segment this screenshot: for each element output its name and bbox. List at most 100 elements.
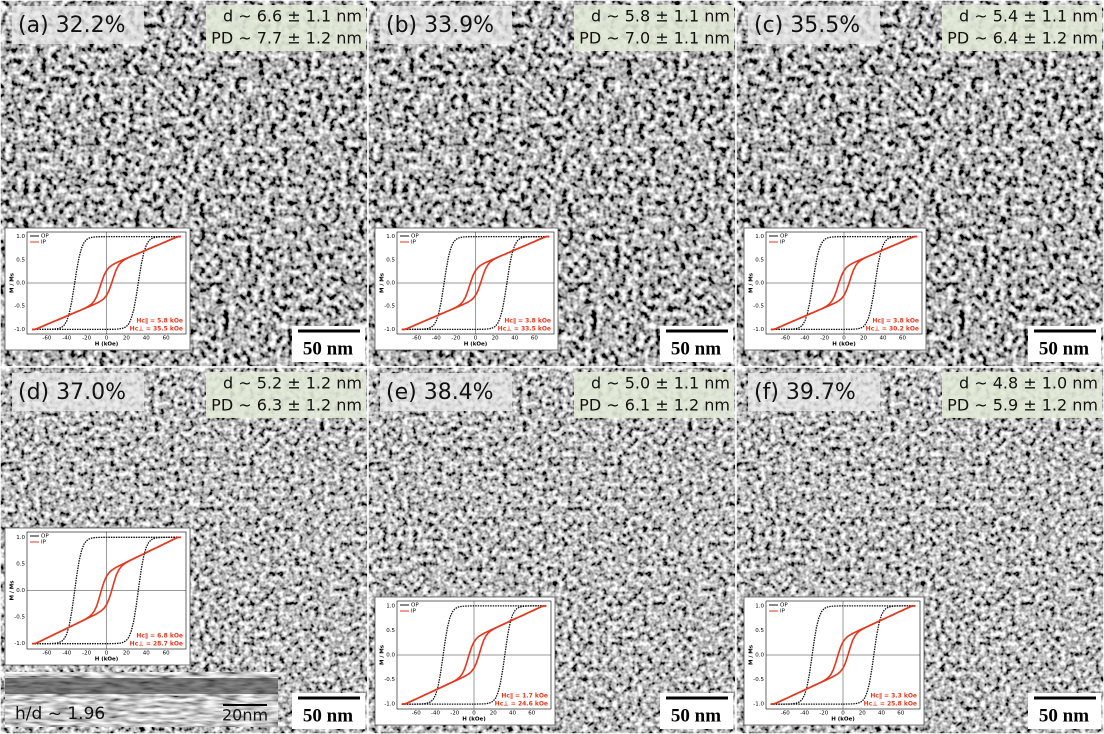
legend-label: IP [411, 240, 417, 246]
tem-panel: (b) 33.9% d ~ 5.8 ± 1.1 nm PD ~ 7.0 ± 1.1 … [367, 0, 737, 368]
x-tick-label: 40 [143, 651, 150, 657]
x-tick-label: -40 [62, 336, 71, 342]
label-box [380, 373, 512, 411]
x-axis-label: H (kOe) [831, 717, 855, 723]
op-loop [401, 605, 547, 705]
x-tick-label: 60 [528, 711, 535, 717]
panel-label: (b) 33.9% [386, 13, 494, 38]
tem-panel: (a) 32.2% d ~ 6.6 ± 1.1 nm PD ~ 7.7 ± 1.2 … [0, 0, 369, 368]
x-tick-label: 60 [163, 651, 170, 657]
y-tick-label: 0.5 [16, 257, 25, 263]
tem-panel: (c) 35.5% d ~ 5.4 ± 1.1 nm PD ~ 6.4 ± 1.2 … [735, 0, 1104, 368]
x-tick-label: -40 [432, 336, 441, 342]
y-tick-label: 1.0 [386, 234, 395, 240]
ip-loop [401, 605, 547, 705]
x-tick-label: -20 [82, 651, 91, 657]
y-tick-label: -0.5 [753, 677, 764, 683]
y-axis-label: M / Ms [380, 644, 386, 665]
y-tick-label: 0.0 [755, 653, 764, 659]
op-loop [770, 235, 918, 331]
coercivity-op: Hc⊥ = 33.5 kOe [498, 326, 551, 333]
legend-label: OP [41, 534, 49, 540]
info-box [206, 5, 366, 51]
polydispersity: PD ~ 6.4 ± 1.2 nm [947, 29, 1098, 48]
polydispersity: PD ~ 7.7 ± 1.2 nm [211, 29, 362, 48]
tem-panel: (d) 37.0% d ~ 5.2 ± 1.2 nm PD ~ 6.3 ± 1.2 … [0, 366, 369, 734]
x-tick-label: -60 [781, 336, 790, 342]
scale-label: 50 nm [671, 705, 721, 726]
y-tick-label: -0.5 [384, 304, 395, 310]
op-loop [32, 235, 181, 331]
legend-label: IP [411, 609, 417, 615]
x-tick-label: -20 [451, 336, 460, 342]
y-tick-label: -0.5 [384, 677, 395, 683]
legend-label: OP [411, 234, 419, 240]
scale-label: 50 nm [671, 338, 721, 359]
particle-size: d ~ 5.4 ± 1.1 nm [959, 7, 1098, 26]
coercivity-ip: Hc∥ = 5.8 kOe [136, 318, 183, 325]
hysteresis-inset: -60 -40 -20 0 20 40 60 1.0 0.5 0.0 -0.5 -1.0 H (kOe)… [374, 227, 559, 351]
legend-label: IP [780, 240, 786, 246]
y-tick-label: -0.5 [14, 615, 25, 621]
coercivity-ip: Hc∥ = 3.3 kOe [870, 693, 917, 700]
polydispersity: PD ~ 6.1 ± 1.2 nm [579, 396, 730, 415]
particle-size: d ~ 5.8 ± 1.1 nm [591, 7, 730, 26]
x-tick-label: -60 [42, 651, 51, 657]
op-loop [770, 605, 916, 705]
coercivity-ip: Hc∥ = 6.8 kOe [136, 633, 183, 640]
x-tick-label: -20 [450, 711, 459, 717]
x-tick-label: 20 [123, 651, 130, 657]
y-tick-label: 0.0 [386, 653, 395, 659]
x-tick-label: 20 [859, 711, 866, 717]
legend-label: IP [780, 609, 786, 615]
coercivity-ip: Hc∥ = 3.8 kOe [504, 318, 551, 325]
polydispersity: PD ~ 7.0 ± 1.1 nm [579, 29, 730, 48]
y-tick-label: 1.0 [16, 234, 25, 240]
x-tick-label: 0 [105, 651, 109, 657]
ip-loop [32, 536, 181, 645]
x-tick-label: -60 [412, 711, 421, 717]
polydispersity: PD ~ 5.9 ± 1.2 nm [947, 396, 1098, 415]
y-tick-label: 1.0 [386, 603, 395, 609]
label-box [12, 6, 144, 44]
particle-size: d ~ 6.6 ± 1.1 nm [223, 7, 362, 26]
particle-size: d ~ 4.8 ± 1.0 nm [959, 374, 1098, 393]
y-tick-label: -1.0 [753, 702, 764, 708]
coercivity-op: Hc⊥ = 24.6 kOe [495, 701, 548, 708]
info-box [942, 372, 1102, 418]
ip-loop [770, 235, 918, 331]
x-axis-label: H (kOe) [95, 657, 119, 663]
panel-label: (d) 37.0% [18, 380, 126, 405]
scale-label: 50 nm [1039, 705, 1089, 726]
panel-divider [735, 366, 1104, 734]
x-tick-label: -40 [800, 711, 809, 717]
x-axis-label: H (kOe) [464, 342, 488, 348]
polydispersity: PD ~ 6.3 ± 1.2 nm [211, 396, 362, 415]
y-tick-label: 0.5 [755, 257, 764, 263]
x-tick-label: 40 [880, 336, 887, 342]
tem-panel: (f) 39.7% d ~ 4.8 ± 1.0 nm PD ~ 5.9 ± 1.2 … [735, 366, 1104, 734]
scale-label: 50 nm [1039, 338, 1089, 359]
legend-label: OP [411, 603, 419, 609]
label-box [748, 373, 880, 411]
hysteresis-inset: -60 -40 -20 0 20 40 60 1.0 0.5 0.0 -0.5 -1.0 H (kOe)… [4, 227, 191, 351]
x-tick-label: -20 [819, 711, 828, 717]
tem-panel: (e) 38.4% d ~ 5.0 ± 1.1 nm PD ~ 6.1 ± 1.2 … [367, 366, 737, 734]
legend-label: OP [41, 234, 49, 240]
hysteresis-inset: -60 -40 -20 0 20 40 60 1.0 0.5 0.0 -0.5 -1.0 H (kOe)… [4, 527, 191, 666]
x-axis-label: H (kOe) [95, 342, 119, 348]
scale-label: 50 nm [303, 705, 353, 726]
x-tick-label: -20 [82, 336, 91, 342]
x-tick-label: 40 [878, 711, 885, 717]
x-tick-label: 0 [842, 336, 846, 342]
coercivity-op: Hc⊥ = 25.8 kOe [864, 701, 917, 708]
y-tick-label: 0.0 [386, 281, 395, 287]
particle-size: d ~ 5.2 ± 1.2 nm [223, 374, 362, 393]
y-tick-label: 0.5 [755, 628, 764, 634]
ip-loop [770, 605, 916, 705]
x-tick-label: -20 [820, 336, 829, 342]
info-box [574, 372, 734, 418]
y-tick-label: 0.5 [386, 628, 395, 634]
y-tick-label: 1.0 [755, 234, 764, 240]
y-tick-label: 1.0 [16, 535, 25, 541]
